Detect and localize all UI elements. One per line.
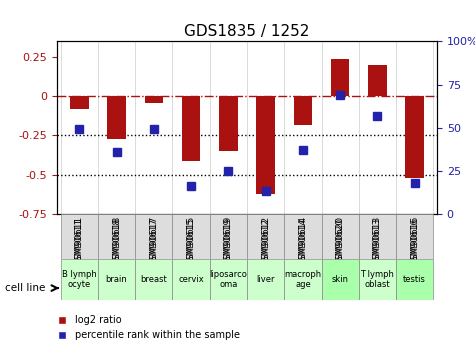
- Text: liver: liver: [256, 275, 275, 284]
- Text: GSM90619: GSM90619: [224, 217, 233, 267]
- Text: GSM90619: GSM90619: [224, 216, 233, 265]
- FancyBboxPatch shape: [98, 214, 135, 259]
- Bar: [144, 96, 163, 102]
- FancyBboxPatch shape: [61, 259, 98, 300]
- Bar: [107, 96, 126, 139]
- Text: GSM90615: GSM90615: [187, 216, 196, 265]
- FancyBboxPatch shape: [322, 214, 359, 259]
- Text: GSM90620: GSM90620: [336, 216, 345, 265]
- Title: GDS1835 / 1252: GDS1835 / 1252: [184, 24, 310, 39]
- Text: cervix: cervix: [178, 275, 204, 284]
- Text: GSM90616: GSM90616: [410, 216, 419, 265]
- Text: brain: brain: [106, 275, 127, 284]
- FancyBboxPatch shape: [135, 259, 172, 300]
- FancyBboxPatch shape: [98, 259, 135, 300]
- Text: macroph
age: macroph age: [285, 270, 322, 289]
- Text: GSM90611: GSM90611: [75, 216, 84, 265]
- Text: GSM90617: GSM90617: [149, 216, 158, 265]
- Bar: [256, 96, 275, 194]
- Bar: [368, 65, 387, 96]
- Text: GSM90612: GSM90612: [261, 216, 270, 265]
- FancyBboxPatch shape: [210, 259, 247, 300]
- FancyBboxPatch shape: [135, 214, 172, 259]
- Text: GSM90612: GSM90612: [261, 217, 270, 267]
- Bar: [405, 96, 424, 178]
- Text: GSM90611: GSM90611: [75, 217, 84, 267]
- Text: GSM90620: GSM90620: [336, 217, 345, 267]
- Text: GSM90618: GSM90618: [112, 217, 121, 267]
- Text: T lymph
oblast: T lymph oblast: [361, 270, 394, 289]
- Legend: log2 ratio, percentile rank within the sample: log2 ratio, percentile rank within the s…: [52, 315, 240, 340]
- FancyBboxPatch shape: [61, 214, 98, 259]
- FancyBboxPatch shape: [247, 259, 284, 300]
- FancyBboxPatch shape: [359, 259, 396, 300]
- Bar: [294, 96, 312, 125]
- FancyBboxPatch shape: [284, 259, 322, 300]
- FancyBboxPatch shape: [172, 214, 210, 259]
- Text: GSM90613: GSM90613: [373, 217, 382, 267]
- Text: testis: testis: [403, 275, 426, 284]
- Text: GSM90614: GSM90614: [298, 216, 307, 265]
- FancyBboxPatch shape: [322, 259, 359, 300]
- Text: GSM90614: GSM90614: [298, 217, 307, 267]
- Text: skin: skin: [332, 275, 349, 284]
- FancyBboxPatch shape: [247, 214, 284, 259]
- Text: liposarco
oma: liposarco oma: [209, 270, 247, 289]
- Text: GSM90617: GSM90617: [149, 217, 158, 267]
- FancyBboxPatch shape: [396, 214, 433, 259]
- Text: GSM90613: GSM90613: [373, 216, 382, 265]
- FancyBboxPatch shape: [359, 214, 396, 259]
- FancyBboxPatch shape: [172, 259, 210, 300]
- Text: breast: breast: [141, 275, 167, 284]
- Bar: [331, 59, 350, 96]
- FancyBboxPatch shape: [210, 214, 247, 259]
- Bar: [70, 96, 89, 109]
- Bar: [182, 96, 200, 160]
- FancyBboxPatch shape: [396, 259, 433, 300]
- Text: cell line: cell line: [5, 283, 45, 293]
- Text: GSM90615: GSM90615: [187, 217, 196, 267]
- Text: GSM90616: GSM90616: [410, 217, 419, 267]
- FancyBboxPatch shape: [284, 214, 322, 259]
- Text: B lymph
ocyte: B lymph ocyte: [62, 270, 97, 289]
- Bar: [219, 96, 238, 151]
- Text: GSM90618: GSM90618: [112, 216, 121, 265]
